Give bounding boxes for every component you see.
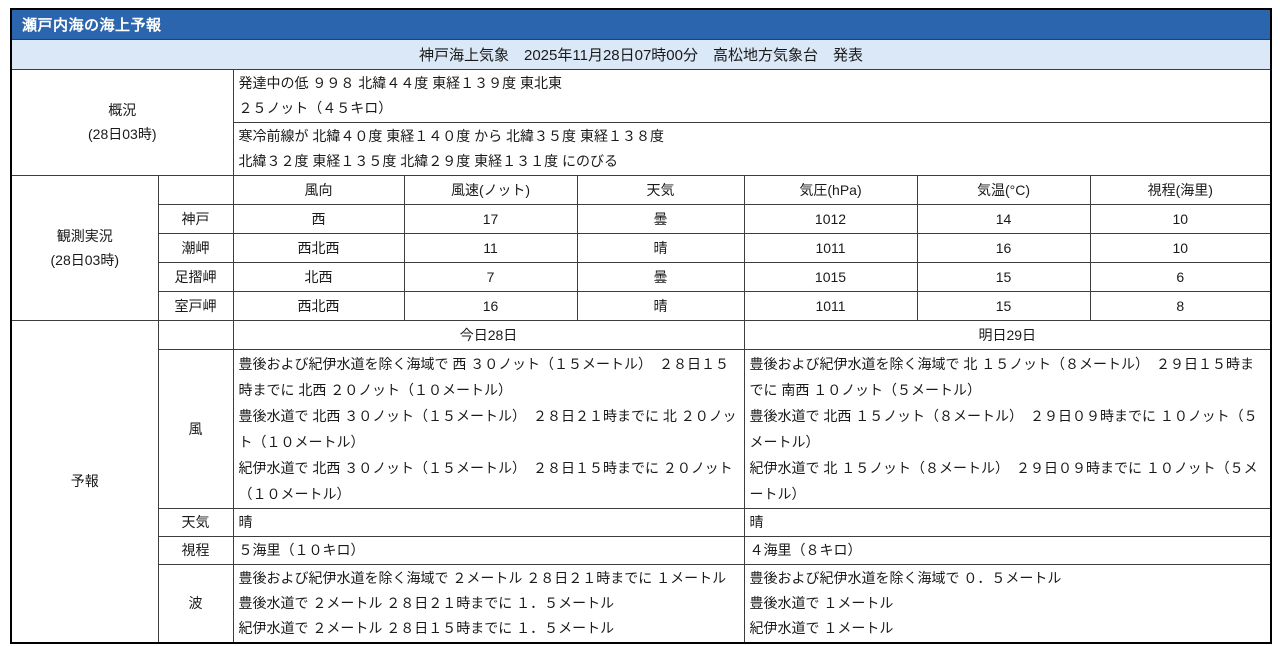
obs-temperature: 15 — [916, 261, 1091, 292]
wind-forecast-tomorrow: 豊後および紀伊水道を除く海域で 北 １５ノット（８メートル） ２９日１５時までに… — [743, 348, 1272, 509]
forecast-corner-cell — [157, 319, 234, 350]
obs-pressure: 1011 — [743, 232, 918, 263]
visibility-forecast-tomorrow: ４海里（８キロ） — [743, 535, 1272, 565]
obs-col-header-pressure: 気圧(hPa) — [743, 174, 918, 205]
obs-weather: 曇 — [576, 203, 745, 234]
obs-col-header-temperature: 気温(°C) — [916, 174, 1091, 205]
obs-pressure: 1011 — [743, 290, 918, 321]
station-name: 足摺岬 — [157, 261, 234, 292]
obs-visibility: 10 — [1089, 203, 1272, 234]
obs-wind-direction: 北西 — [232, 261, 405, 292]
observations-label-time: (28日03時) — [50, 251, 119, 268]
forecast-day-header-tomorrow: 明日29日 — [743, 319, 1272, 350]
observations-label: 観測実況 (28日03時) — [10, 174, 159, 321]
weather-forecast-tomorrow: 晴 — [743, 507, 1272, 537]
overview-text-line: ２５ノット（４５キロ） — [238, 99, 393, 116]
overview-label: 概況 (28日03時) — [10, 68, 234, 176]
forecast-text-line: 豊後水道で 北西 ３０ノット（１５メートル） ２８日２１時までに 北 ２０ノット… — [238, 407, 737, 450]
table-row: 室戸岬 西北西 16 晴 1011 15 8 — [11, 290, 1272, 321]
forecast-text-line: 豊後および紀伊水道を除く海域で ２メートル ２８日２１時までに １メートル — [238, 569, 727, 586]
obs-weather: 曇 — [576, 261, 745, 292]
visibility-forecast-today: ５海里（１０キロ） — [232, 535, 745, 565]
table-row: 足摺岬 北西 7 曇 1015 15 6 — [11, 261, 1272, 292]
weather-forecast-today: 晴 — [232, 507, 745, 537]
forecast-label: 予報 — [10, 319, 159, 643]
waves-forecast-today: 豊後および紀伊水道を除く海域で ２メートル ２８日２１時までに １メートル 豊後… — [232, 563, 745, 643]
table-row: 潮岬 西北西 11 晴 1011 16 10 — [11, 232, 1272, 263]
forecast-row-label-waves: 波 — [157, 563, 234, 643]
overview-row-front: 寒冷前線が 北緯４０度 東経１４０度 から 北緯３５度 東経１３８度 北緯３２度… — [232, 121, 1272, 176]
obs-visibility: 6 — [1089, 261, 1272, 292]
observations-corner-cell — [157, 174, 234, 205]
obs-temperature: 16 — [916, 232, 1091, 263]
obs-wind-speed: 17 — [403, 203, 578, 234]
obs-col-header-visibility: 視程(海里) — [1089, 174, 1272, 205]
obs-wind-speed: 16 — [403, 290, 578, 321]
forecast-text-line: 紀伊水道で ２メートル ２８日１５時までに １．５メートル — [238, 619, 615, 636]
forecast-text-line: 豊後および紀伊水道を除く海域で 西 ３０ノット（１５メートル） ２８日１５時まで… — [238, 355, 730, 398]
forecast-day-header-today: 今日28日 — [232, 319, 745, 350]
forecast-text-line: 紀伊水道で 北西 ３０ノット（１５メートル） ２８日１５時までに ２０ノット（１… — [238, 459, 733, 502]
obs-weather: 晴 — [576, 290, 745, 321]
obs-col-header-wind-direction: 風向 — [232, 174, 405, 205]
obs-temperature: 15 — [916, 290, 1091, 321]
wind-forecast-today: 豊後および紀伊水道を除く海域で 西 ３０ノット（１５メートル） ２８日１５時まで… — [232, 348, 745, 509]
obs-visibility: 10 — [1089, 232, 1272, 263]
obs-temperature: 14 — [916, 203, 1091, 234]
overview-text-line: 寒冷前線が 北緯４０度 東経１４０度 から 北緯３５度 東経１３８度 — [238, 127, 664, 144]
overview-label-time: (28日03時) — [88, 126, 157, 142]
observations-label-main: 観測実況 — [56, 227, 113, 244]
obs-col-header-wind-speed: 風速(ノット) — [403, 174, 578, 205]
obs-visibility: 8 — [1089, 290, 1272, 321]
forecast-text-line: 豊後および紀伊水道を除く海域で ０．５メートル — [749, 569, 1062, 586]
forecast-text-line: 紀伊水道で 北 １５ノット（８メートル） ２９日０９時までに １０ノット（５メー… — [749, 459, 1258, 502]
forecast-text-line: 豊後および紀伊水道を除く海域で 北 １５ノット（８メートル） ２９日１５時までに… — [749, 355, 1255, 398]
overview-row-low: 発達中の低 ９９８ 北緯４４度 東経１３９度 東北東 ２５ノット（４５キロ） — [232, 68, 1272, 123]
station-name: 神戸 — [157, 203, 234, 234]
forecast-row-label-weather: 天気 — [157, 507, 234, 537]
forecast-text-line: 豊後水道で １メートル — [749, 594, 894, 611]
obs-wind-direction: 西北西 — [232, 290, 405, 321]
overview-text-line: 発達中の低 ９９８ 北緯４４度 東経１３９度 東北東 — [238, 74, 563, 91]
obs-weather: 晴 — [576, 232, 745, 263]
marine-forecast-table: 瀬戸内海の海上予報 神戸海上気象 2025年11月28日07時00分 高松地方気… — [10, 8, 1273, 644]
overview-text-line: 北緯３２度 東経１３５度 北緯２９度 東経１３１度 にのびる — [238, 152, 619, 169]
station-name: 潮岬 — [157, 232, 234, 263]
obs-wind-speed: 11 — [403, 232, 578, 263]
station-name: 室戸岬 — [157, 290, 234, 321]
waves-forecast-tomorrow: 豊後および紀伊水道を除く海域で ０．５メートル 豊後水道で １メートル 紀伊水道… — [743, 563, 1272, 643]
forecast-row-label-visibility: 視程 — [157, 535, 234, 565]
obs-wind-direction: 西北西 — [232, 232, 405, 263]
obs-pressure: 1015 — [743, 261, 918, 292]
forecast-row-label-wind: 風 — [157, 348, 234, 509]
table-row: 神戸 西 17 曇 1012 14 10 — [11, 203, 1272, 234]
obs-wind-direction: 西 — [232, 203, 405, 234]
obs-col-header-weather: 天気 — [576, 174, 745, 205]
page-title: 瀬戸内海の海上予報 — [10, 8, 1272, 40]
obs-pressure: 1012 — [743, 203, 918, 234]
issued-line: 神戸海上気象 2025年11月28日07時00分 高松地方気象台 発表 — [10, 38, 1272, 70]
forecast-text-line: 豊後水道で ２メートル ２８日２１時までに １．５メートル — [238, 594, 615, 611]
obs-wind-speed: 7 — [403, 261, 578, 292]
forecast-text-line: 豊後水道で 北西 １５ノット（８メートル） ２９日０９時までに １０ノット（５メ… — [749, 407, 1258, 450]
marine-forecast-sheet: 瀬戸内海の海上予報 神戸海上気象 2025年11月28日07時00分 高松地方気… — [10, 8, 1273, 644]
forecast-text-line: 紀伊水道で １メートル — [749, 619, 894, 636]
overview-label-main: 概況 — [108, 102, 137, 118]
